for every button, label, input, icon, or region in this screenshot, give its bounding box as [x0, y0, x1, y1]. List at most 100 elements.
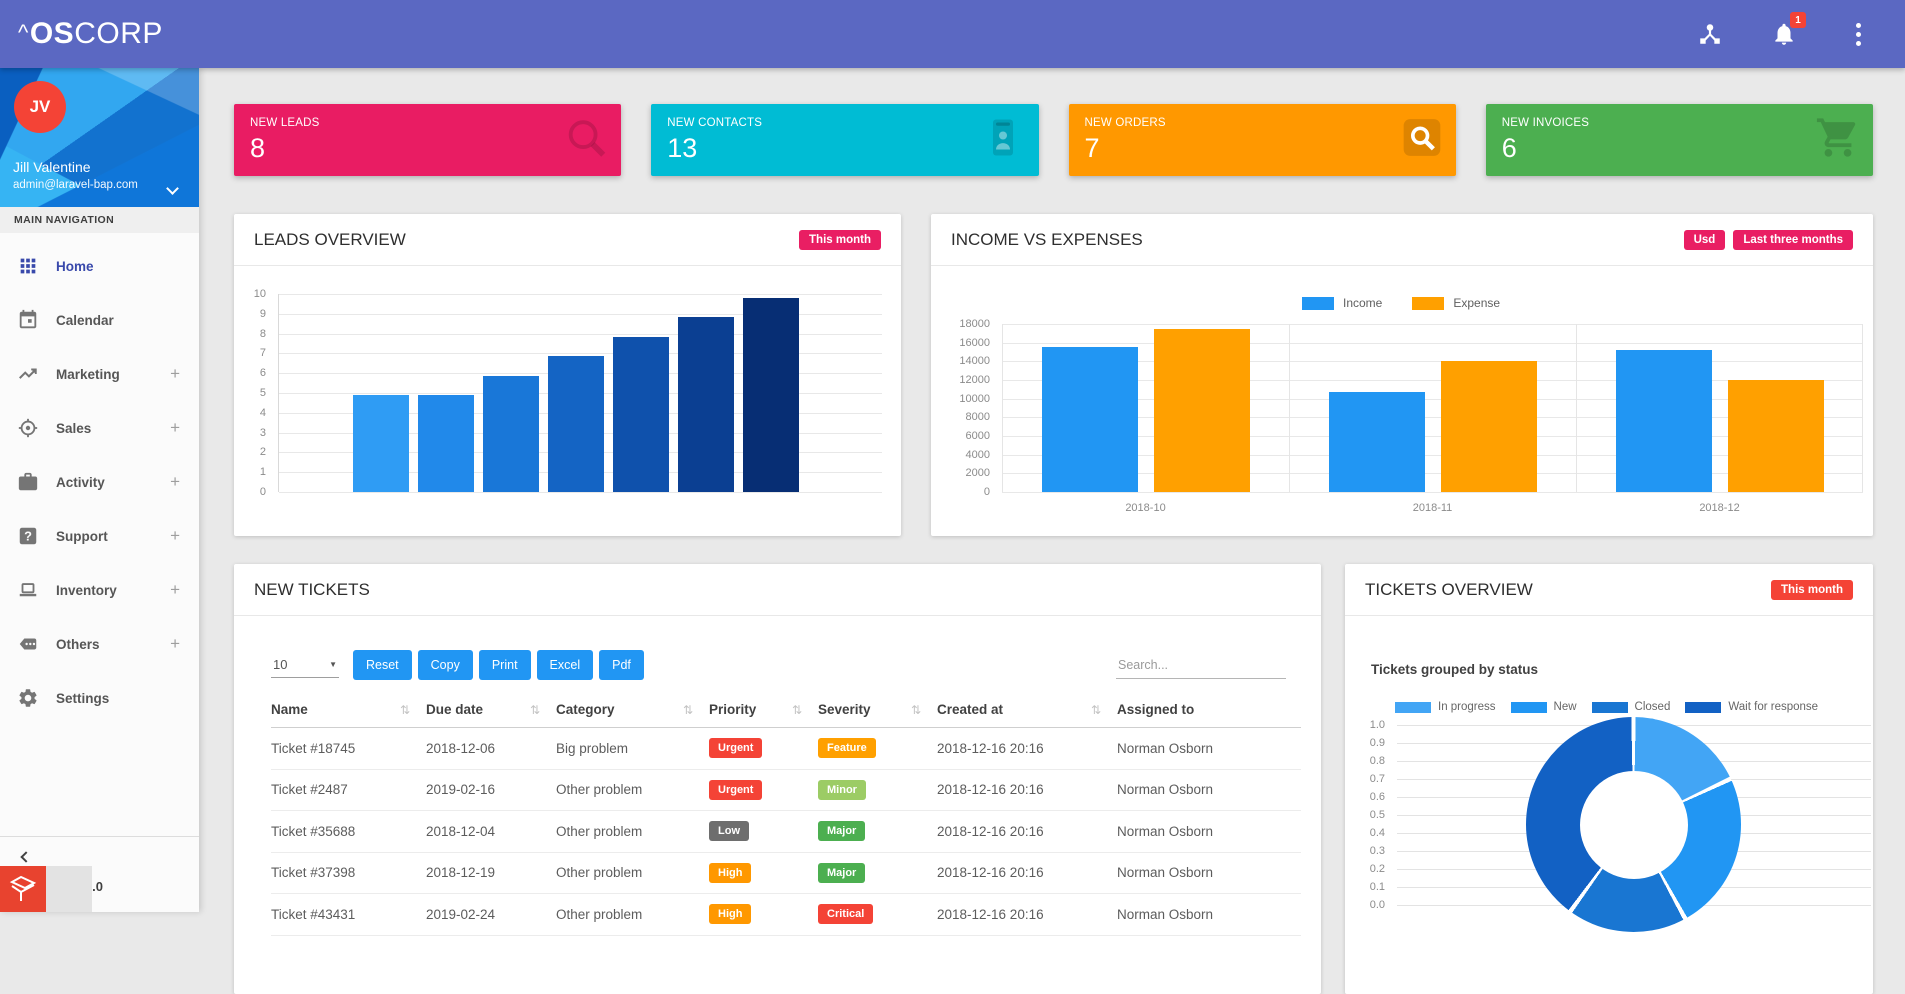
sort-icon[interactable]: ⇅	[910, 702, 921, 717]
gridline	[1002, 454, 1863, 456]
reset-button[interactable]: Reset	[353, 650, 412, 680]
sidebar-item-activity[interactable]: Activity +	[0, 455, 199, 509]
income-card-title: INCOME VS EXPENSES	[951, 229, 1143, 249]
y-axis-tick: 9	[259, 307, 266, 320]
page-size-value: 10	[273, 657, 288, 672]
header-actions: 1	[1697, 12, 1871, 47]
sidebar-item-label: Others	[56, 636, 100, 652]
legend-swatch	[1510, 701, 1547, 713]
column-header-assigned-to[interactable]: Assigned to	[1117, 702, 1301, 717]
sidebar-item-support[interactable]: ? Support +	[0, 509, 199, 563]
expand-plus-icon[interactable]: +	[170, 472, 180, 491]
copy-button[interactable]: Copy	[417, 650, 473, 680]
leads-bar	[483, 375, 539, 492]
expand-plus-icon[interactable]: +	[170, 634, 180, 653]
y-axis-tick: 12000	[959, 374, 990, 386]
gridline	[1002, 324, 1863, 325]
sidebar-item-inventory[interactable]: Inventory +	[0, 563, 199, 617]
column-header-created-at[interactable]: Created at ⇅	[937, 702, 1117, 717]
cell-name: Ticket #35688	[271, 823, 356, 839]
stat-card-new-contacts[interactable]: NEW CONTACTS 13	[651, 104, 1039, 176]
cell-name: Ticket #2487	[271, 782, 348, 798]
main-content: NEW LEADS 8 NEW CONTACTS 13 NEW ORDERS 7 NEW I…	[199, 68, 1905, 994]
y-axis-tick: 16000	[959, 336, 990, 349]
sort-icon[interactable]: ⇅	[529, 702, 540, 717]
cell-due-date: 2018-12-04	[426, 823, 496, 839]
radial-axis-tick: 0.4	[1369, 827, 1385, 839]
stat-card-new-leads[interactable]: NEW LEADS 8	[234, 104, 622, 176]
cell-category: Other problem	[556, 782, 643, 798]
sort-icon[interactable]: ⇅	[791, 702, 802, 717]
sidebar-item-sales[interactable]: Sales +	[0, 401, 199, 455]
x-axis-label: 2018-10	[1125, 502, 1166, 514]
expand-plus-icon[interactable]: +	[170, 580, 180, 599]
leads-card-title: LEADS OVERVIEW	[254, 229, 406, 249]
contact-card-icon	[979, 114, 1027, 167]
priority-badge: Urgent	[709, 779, 763, 800]
legend-item-closed: Closed	[1591, 701, 1670, 713]
column-header-priority[interactable]: Priority ⇅	[709, 702, 818, 717]
legend-label: Wait for response	[1728, 701, 1819, 713]
user-email: admin@laravel-bap.com	[13, 179, 138, 191]
income-expenses-card: INCOME VS EXPENSES Usd Last three months …	[931, 214, 1873, 536]
legend-label: Expense	[1453, 296, 1501, 310]
column-header-due-date[interactable]: Due date ⇅	[426, 702, 556, 717]
excel-button[interactable]: Excel	[536, 650, 594, 680]
stat-card-new-orders[interactable]: NEW ORDERS 7	[1068, 104, 1456, 176]
tickets-donut-chart: Tickets grouped by status In progress New…	[1345, 616, 1873, 994]
sidebar-item-home[interactable]: Home	[0, 239, 199, 293]
expand-plus-icon[interactable]: +	[170, 418, 180, 437]
page-size-select[interactable]: 10 ▼	[271, 652, 339, 678]
column-header-label: Category	[556, 702, 615, 717]
cell-assigned-to: Norman Osborn	[1117, 906, 1214, 922]
radial-axis-tick: 0.3	[1369, 845, 1385, 857]
chat-icon	[17, 633, 39, 655]
cell-assigned-to: Norman Osborn	[1117, 782, 1214, 798]
sidebar-item-calendar[interactable]: Calendar	[0, 293, 199, 347]
print-button[interactable]: Print	[478, 650, 531, 680]
sort-icon[interactable]: ⇅	[399, 702, 410, 717]
income-plot-area: 2018-10 2018-11 2018-12	[1002, 324, 1863, 514]
table-export-buttons: Reset Copy Print Excel Pdf	[353, 650, 644, 680]
table-body: Ticket #18745 2018-12-06 Big problem Urgent…	[271, 728, 1301, 936]
stat-card-new-invoices[interactable]: NEW INVOICES 6	[1485, 104, 1873, 176]
sort-icon[interactable]: ⇅	[682, 702, 693, 717]
income-bar	[1041, 347, 1138, 492]
avatar[interactable]: JV	[14, 81, 66, 133]
cell-priority: High	[709, 862, 818, 883]
legend-item-income: Income	[1302, 296, 1382, 310]
radial-axis-tick: 0.9	[1369, 737, 1385, 749]
overflow-menu-icon[interactable]	[1845, 21, 1871, 47]
sidebar-item-marketing[interactable]: Marketing +	[0, 347, 199, 401]
x-axis-label: 2018-12	[1699, 502, 1740, 514]
priority-badge: High	[709, 904, 752, 925]
donut-chart-subtitle: Tickets grouped by status	[1371, 662, 1539, 677]
collapse-sidebar-icon[interactable]	[20, 851, 32, 863]
column-header-category[interactable]: Category ⇅	[556, 702, 709, 717]
sidebar: JV Jill Valentine admin@laravel-bap.com …	[0, 68, 199, 912]
dashboard-page: { "header": { "logo": {"caret": "^", "bo…	[0, 0, 1905, 912]
sort-icon[interactable]: ⇅	[1090, 702, 1101, 717]
profile-chevron-down-icon[interactable]	[166, 182, 179, 195]
notifications-bell-icon[interactable]: 1	[1771, 12, 1806, 47]
device-hub-icon[interactable]	[1697, 21, 1723, 47]
income-chart-legend: Income Expense	[1302, 296, 1500, 310]
expand-plus-icon[interactable]: +	[170, 364, 180, 383]
column-header-severity[interactable]: Severity ⇅	[818, 702, 937, 717]
column-header-name[interactable]: Name ⇅	[271, 702, 426, 717]
expand-plus-icon[interactable]: +	[170, 526, 180, 545]
cell-severity: Major	[818, 821, 937, 842]
sidebar-item-settings[interactable]: Settings	[0, 671, 199, 725]
search-input[interactable]	[1116, 651, 1286, 679]
stat-card-label: NEW CONTACTS	[667, 117, 763, 129]
sidebar-item-others[interactable]: Others +	[0, 617, 199, 671]
pdf-button[interactable]: Pdf	[599, 650, 644, 680]
stat-card-value: 8	[250, 133, 266, 163]
cell-name: Ticket #43431	[271, 906, 356, 922]
calendar-icon	[17, 309, 39, 331]
tickets-card-title: NEW TICKETS	[254, 579, 370, 599]
leads-bar	[613, 336, 669, 492]
this-month-badge: This month	[799, 229, 881, 250]
legend-swatch	[1591, 701, 1628, 713]
overview-card-header: TICKETS OVERVIEW This month	[1345, 564, 1873, 616]
